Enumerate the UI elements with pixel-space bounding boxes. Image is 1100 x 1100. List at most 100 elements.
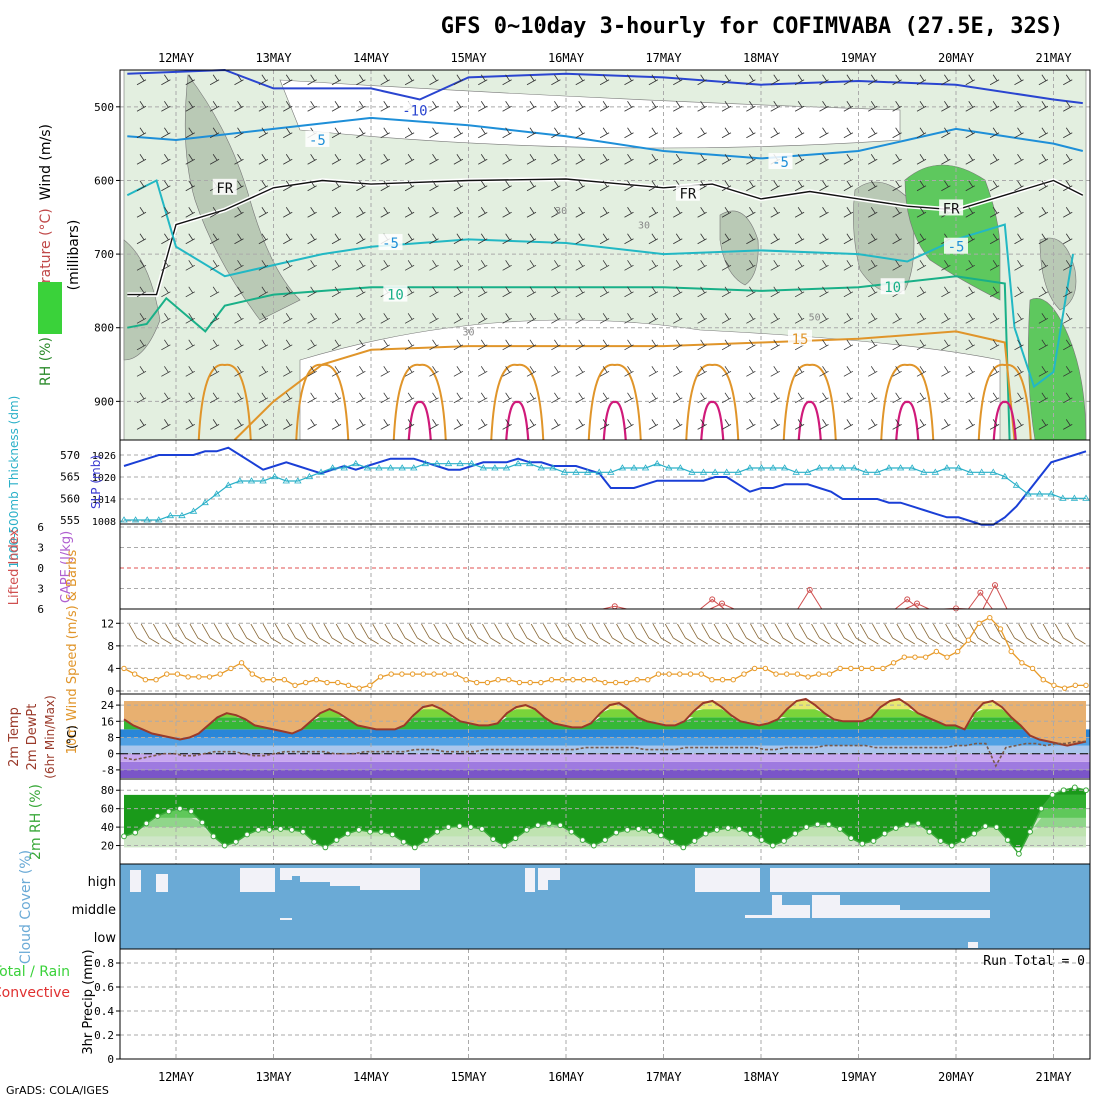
rh-point (1004, 837, 1011, 843)
wind-barb (380, 260, 390, 271)
wind-barb (892, 154, 902, 165)
wind-barb-10m (128, 623, 148, 645)
wind-barb (478, 101, 488, 112)
temperature-contour-diurnal (197, 363, 252, 441)
y-tick-label: 0.6 (94, 981, 114, 994)
wind-speed-point (762, 665, 769, 672)
wind-barb-10m (262, 623, 282, 645)
rh-point (758, 837, 765, 843)
wind-barb-10m (603, 623, 623, 645)
wind-speed-point (303, 679, 309, 686)
thickness-marker (444, 459, 453, 467)
wind-barb (136, 286, 147, 298)
rh-point (568, 828, 575, 835)
wind-barb (1014, 392, 1024, 404)
wind-barb (234, 207, 244, 218)
wind-barb-10m (725, 623, 745, 645)
wind-barb (794, 392, 805, 404)
wind-barb (868, 286, 878, 298)
thickness-marker (433, 459, 441, 467)
temperature-contour (127, 68, 1083, 105)
wind-barb (941, 127, 951, 139)
rh-point (993, 824, 1000, 831)
wind-speed-point (1061, 685, 1068, 691)
temperature-contour (233, 330, 1016, 441)
wind-barb (356, 392, 366, 404)
wind-barb (136, 154, 147, 165)
wind-barb (746, 74, 756, 86)
wind-barb (1014, 260, 1024, 271)
wind-barb (770, 260, 780, 271)
wind-barb (989, 180, 1000, 192)
wind-barb (868, 127, 878, 139)
wind-barb (721, 313, 732, 324)
thickness-marker (815, 464, 824, 471)
wind-barb (965, 419, 975, 430)
wind-speed-point (890, 660, 897, 666)
wind-barb (794, 180, 805, 192)
temperature-fill (124, 717, 1086, 746)
y-tick-label: 4 (107, 662, 114, 675)
thickness-marker (410, 464, 418, 471)
wind-barb (721, 286, 732, 298)
rh-point (982, 823, 989, 830)
rh-point (445, 824, 452, 831)
wind-barb (868, 366, 878, 377)
wind-barb (258, 101, 269, 112)
wind-barb (526, 419, 537, 430)
wind-barb-10m (396, 623, 416, 645)
rh-point (132, 829, 139, 836)
thickness-marker (734, 468, 742, 475)
thickness-marker (850, 464, 858, 471)
wind-barb (721, 127, 732, 139)
wind-barb (404, 392, 415, 404)
wind-barb (721, 180, 732, 192)
wind-barb (746, 260, 756, 271)
wind-barb (185, 101, 195, 112)
cape-lifted-panel: 6 3 0 3 6 Lifted Index CAPE (J/kg) (7, 521, 1091, 616)
thickness-marker (1035, 490, 1044, 497)
thickness-marker (792, 468, 800, 475)
wind-barb (892, 313, 902, 324)
wind-barb-10m (1030, 623, 1050, 645)
wind-barb (624, 180, 634, 192)
rh-point (1015, 850, 1022, 857)
contour-label-bg (939, 199, 964, 216)
cloud-cover-cell (548, 868, 560, 880)
wind-barb (673, 74, 683, 86)
wind-barb (673, 207, 683, 218)
thickness-marker (966, 468, 974, 475)
wind-barb (331, 74, 342, 86)
wind-barb (624, 392, 634, 404)
wind-barb (234, 101, 244, 112)
wind-speed-point (965, 637, 972, 643)
wind-barb (185, 154, 195, 165)
thickness-marker (549, 464, 557, 471)
wind-barb (404, 207, 415, 218)
wind-barb (356, 127, 366, 139)
wind-barb-10m (250, 623, 270, 645)
wind-barb-10m (482, 623, 501, 645)
thickness-tick-label: 555 (60, 514, 80, 527)
wind-barb (989, 127, 1000, 139)
contour-label-bg (402, 101, 427, 118)
wind-barb (161, 180, 171, 192)
chart-title: GFS 0~10day 3-hourly for COFIMVABA (27.5… (441, 14, 1064, 39)
temperature-contour-diurnal-hot (407, 400, 432, 441)
y-tick-label: 80 (101, 784, 114, 797)
y-tick-label: 0.2 (94, 1029, 114, 1042)
wind-barb-10m (555, 623, 574, 645)
wind-barb (380, 339, 390, 351)
rh-point (546, 820, 552, 827)
thickness-marker (885, 464, 893, 471)
temperature-contour-diurnal (392, 363, 447, 441)
rh-point (747, 830, 754, 837)
wind-barb (258, 74, 269, 86)
wind-barb-10m (140, 623, 160, 645)
wind-barb (1014, 180, 1024, 192)
thickness-marker (1012, 481, 1021, 488)
thickness-marker (317, 468, 325, 475)
wind-barb (185, 286, 195, 298)
contour-label-bg (788, 329, 812, 346)
wind-barb (283, 286, 293, 298)
